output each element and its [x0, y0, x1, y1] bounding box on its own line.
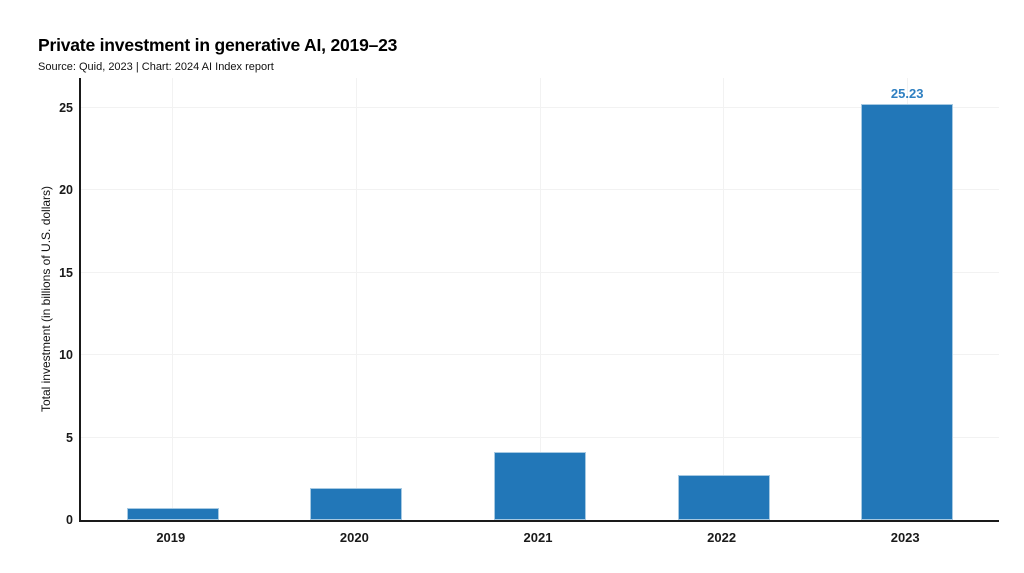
y-tick-label-0: 0: [66, 513, 73, 527]
y-tick-label-20: 20: [59, 183, 73, 197]
bar-2023: 25.23: [861, 86, 954, 520]
v-gridline-2021: [539, 78, 541, 520]
bar-2020: [310, 488, 403, 520]
y-tick-label-10: 10: [59, 348, 73, 362]
bar-2021: [494, 452, 586, 520]
v-gridline-2019: [172, 78, 174, 520]
x-tick-label-2023: 2023: [890, 530, 920, 545]
x-tick-label-2021: 2021: [523, 530, 553, 545]
y-tick-label-5: 5: [66, 430, 73, 445]
v-gridline-2022: [723, 78, 725, 520]
chart-title: Private investment in generative AI, 201…: [38, 35, 398, 55]
v-gridline-2020: [355, 78, 357, 520]
bar-2022: [677, 475, 770, 520]
y-axis-title: Total investment (in billions of U.S. do…: [39, 185, 53, 413]
bar-2019: [126, 508, 219, 520]
chart-subtitle: Source: Quid, 2023 | Chart: 2024 AI Inde…: [38, 61, 274, 73]
x-tick-label-2020: 2020: [339, 530, 369, 545]
x-tick-label-2022: 2022: [707, 530, 737, 545]
plot-area: 25.23: [79, 78, 999, 522]
y-tick-label-25: 25: [59, 100, 73, 115]
bar-value-label-2023: 25.23: [890, 86, 924, 101]
x-tick-label-2019: 2019: [156, 530, 186, 545]
y-tick-label-15: 15: [59, 265, 73, 280]
